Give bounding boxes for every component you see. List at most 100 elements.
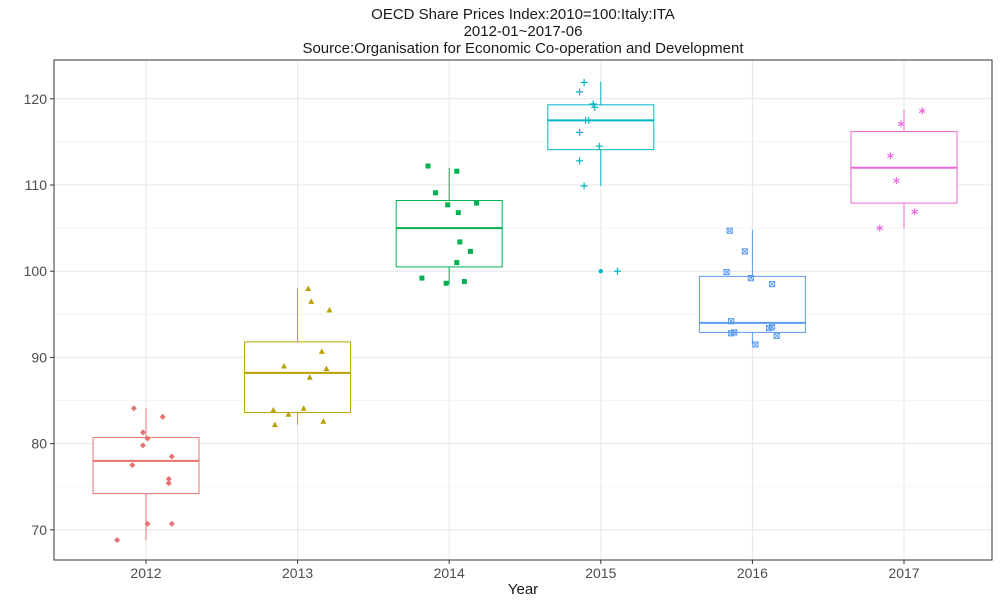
triangle-marker — [320, 418, 327, 424]
asterisk-marker-stroke — [876, 225, 884, 231]
square-x-diag2 — [769, 281, 776, 288]
data-point — [887, 152, 894, 160]
data-point — [747, 275, 754, 282]
y-tick-label: 120 — [24, 91, 48, 107]
data-point — [280, 363, 287, 369]
data-point — [159, 413, 166, 420]
data-point — [893, 177, 900, 185]
box-iqr — [547, 104, 655, 151]
diamond-marker — [165, 475, 172, 482]
data-point — [752, 341, 759, 348]
data-point — [589, 100, 597, 108]
square-x-marker — [769, 281, 776, 288]
data-point — [433, 190, 439, 196]
box-iqr — [244, 341, 352, 414]
box-2012 — [92, 408, 200, 541]
data-point — [580, 78, 588, 86]
triangle-marker — [285, 411, 292, 417]
data-point — [270, 407, 277, 413]
square-x-diag2 — [728, 318, 735, 325]
x-tick-label: 2013 — [282, 565, 313, 581]
square-x-marker — [765, 325, 773, 332]
square-x-marker — [728, 318, 735, 325]
box-iqr — [698, 275, 806, 333]
square-marker — [461, 279, 467, 285]
data-point — [165, 475, 172, 482]
data-point — [911, 208, 918, 216]
plot-border — [53, 59, 993, 561]
asterisk-marker-stroke — [911, 209, 918, 214]
triangle-marker — [305, 285, 312, 291]
box-iqr — [92, 437, 200, 495]
triangle-marker — [308, 298, 315, 304]
square-marker — [433, 190, 439, 196]
y-tick-label: 90 — [31, 349, 47, 365]
square-x-diag2 — [766, 325, 772, 332]
square-x-diag2 — [773, 332, 780, 339]
axis-layer: 70 80 90 100 110 120 2012 2013 2014 2015 2016 2017 — [24, 91, 920, 581]
y-tick-label: 100 — [24, 263, 48, 279]
data-point — [306, 374, 313, 380]
box-2013 — [244, 288, 352, 425]
data-point — [467, 248, 473, 254]
data-point — [585, 116, 593, 124]
square-x-diag2 — [723, 269, 730, 275]
data-point — [454, 168, 460, 174]
data-point — [741, 248, 748, 255]
data-point — [580, 182, 588, 190]
data-point — [320, 418, 327, 424]
data-point — [723, 268, 730, 276]
square-x-diag2 — [728, 330, 735, 337]
data-point — [765, 325, 773, 332]
data-point — [443, 280, 449, 286]
data-point — [305, 285, 312, 291]
data-point — [419, 275, 425, 281]
y-tick-label: 110 — [25, 177, 48, 193]
square-x-diag2 — [726, 227, 733, 234]
square-marker — [454, 260, 460, 266]
x-axis-title: Year — [508, 581, 538, 598]
triangle-marker — [323, 365, 330, 372]
data-point — [445, 202, 451, 208]
data-point — [318, 348, 325, 354]
square-x-marker — [723, 268, 730, 276]
data-point — [897, 120, 905, 128]
square-marker — [425, 163, 431, 169]
square-x-marker — [752, 341, 759, 348]
x-tick-label: 2016 — [737, 565, 768, 581]
point-layer — [114, 78, 926, 544]
triangle-marker — [306, 374, 313, 380]
square-x-marker — [747, 275, 754, 282]
data-point — [139, 429, 146, 436]
asterisk-marker-stroke — [897, 121, 905, 127]
chart-title: OECD Share Prices Index:2010=100:Italy:I… — [371, 6, 675, 23]
plot-panel — [54, 60, 992, 560]
data-point — [165, 480, 172, 487]
y-tick-label: 70 — [31, 522, 47, 538]
diamond-marker — [144, 520, 151, 527]
data-point — [285, 411, 292, 417]
diamond-marker — [144, 435, 151, 442]
square-x-marker — [726, 227, 733, 234]
diamond-marker — [168, 453, 175, 460]
data-point — [139, 442, 146, 449]
diamond-marker — [168, 520, 175, 527]
grid-lines — [54, 60, 992, 560]
diamond-marker — [139, 429, 146, 436]
triangle-marker — [326, 307, 333, 313]
diamond-marker — [129, 462, 136, 469]
square-x-marker — [741, 248, 748, 255]
square-x-marker — [773, 332, 780, 339]
x-tick-label: 2012 — [130, 565, 161, 581]
data-point — [425, 163, 431, 169]
box-layer — [92, 81, 958, 541]
data-point — [454, 260, 460, 266]
asterisk-marker-stroke — [893, 178, 900, 183]
x-tick-label: 2017 — [888, 565, 919, 581]
data-point — [455, 210, 461, 216]
data-point — [576, 88, 584, 96]
diamond-marker — [159, 413, 166, 420]
data-point — [613, 267, 621, 275]
square-marker — [454, 168, 460, 174]
